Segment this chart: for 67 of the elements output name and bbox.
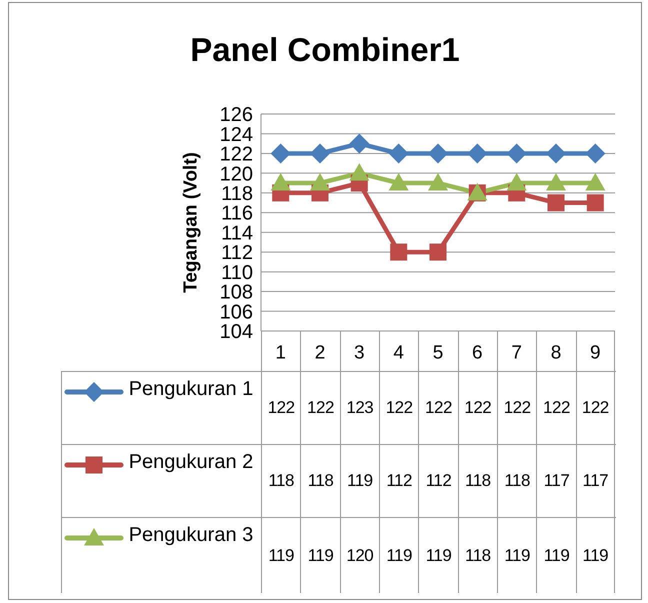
point xyxy=(585,173,606,191)
data-label: 119 xyxy=(379,518,418,593)
data-label: 118 xyxy=(497,445,536,517)
data-label: 119 xyxy=(261,518,300,593)
y-tick-label: 120 xyxy=(220,163,253,186)
data-label: 120 xyxy=(340,518,379,593)
chart-title: Panel Combiner1 xyxy=(189,31,461,69)
data-label: 119 xyxy=(300,518,340,593)
x-tick-label: 1 xyxy=(275,342,286,364)
x-tick-label: 7 xyxy=(511,342,522,364)
y-tick-label: 104 xyxy=(220,321,253,344)
point xyxy=(349,163,370,181)
data-label: 122 xyxy=(536,372,576,444)
data-label: 112 xyxy=(418,445,458,517)
x-tick-label: 5 xyxy=(432,342,444,364)
x-tick-label: 9 xyxy=(590,342,601,364)
data-label: 118 xyxy=(300,445,340,517)
y-tick-label: 114 xyxy=(221,222,253,244)
data-label: 119 xyxy=(497,518,536,593)
x-tick-label: 2 xyxy=(314,342,326,364)
x-tick-label: 6 xyxy=(472,342,483,364)
data-label: 118 xyxy=(458,518,497,593)
data-label: 122 xyxy=(458,372,497,444)
point xyxy=(349,134,370,154)
data-label: 122 xyxy=(379,372,418,444)
y-axis-title: Tegangan (Volt) xyxy=(180,152,202,293)
data-label: 119 xyxy=(340,445,379,517)
y-tick-label: 118 xyxy=(221,183,253,206)
point xyxy=(428,143,448,164)
x-tick-label: 8 xyxy=(550,342,562,364)
point xyxy=(430,244,446,261)
data-label: 117 xyxy=(536,445,576,517)
data-label: 122 xyxy=(418,372,458,444)
point xyxy=(586,194,604,212)
x-tick-label: 3 xyxy=(354,342,365,364)
legend-label: Pengukuran 2 xyxy=(128,450,254,475)
data-label: 112 xyxy=(379,445,418,517)
point xyxy=(506,173,527,191)
point xyxy=(310,173,330,191)
data-label: 119 xyxy=(418,518,458,593)
point xyxy=(428,173,448,191)
y-tick-label: 126 xyxy=(220,104,253,126)
point xyxy=(310,143,330,164)
data-label: 119 xyxy=(536,518,576,593)
y-tick-label: 124 xyxy=(220,124,253,146)
x-tick-label: 4 xyxy=(393,342,404,364)
y-tick-label: 116 xyxy=(221,202,253,225)
data-label: 122 xyxy=(576,372,615,444)
legend-label: Pengukuran 1 xyxy=(128,377,254,402)
point xyxy=(390,244,408,261)
y-tick-label: 112 xyxy=(221,242,253,264)
data-label: 119 xyxy=(576,518,615,593)
point xyxy=(270,173,291,191)
data-label: 118 xyxy=(458,445,497,517)
y-tick-label: 110 xyxy=(221,262,253,284)
y-tick-label: 108 xyxy=(220,282,253,304)
point xyxy=(388,173,409,191)
data-label: 123 xyxy=(340,372,379,444)
legend-label: Pengukuran 3 xyxy=(128,523,254,548)
point xyxy=(546,173,566,191)
data-label: 122 xyxy=(300,372,340,444)
point xyxy=(548,194,564,212)
y-tick-label: 122 xyxy=(220,144,253,166)
data-label: 122 xyxy=(497,372,536,444)
y-tick-label: 106 xyxy=(220,301,253,324)
point xyxy=(546,143,566,164)
data-label: 117 xyxy=(576,445,615,517)
